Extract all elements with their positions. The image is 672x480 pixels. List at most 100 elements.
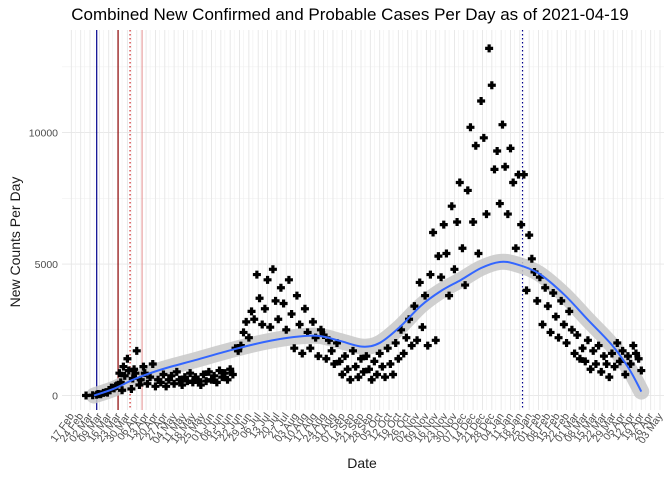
chart-title: Combined New Confirmed and Probable Case… xyxy=(71,5,629,24)
data-point xyxy=(324,336,333,345)
data-point xyxy=(389,370,398,379)
data-point xyxy=(298,349,307,358)
data-point xyxy=(415,278,424,287)
data-point xyxy=(348,346,357,355)
data-point xyxy=(123,354,132,363)
data-point xyxy=(626,359,635,368)
data-point xyxy=(365,365,374,374)
data-point xyxy=(557,296,566,305)
data-point xyxy=(268,265,277,274)
data-point xyxy=(445,291,454,300)
data-point xyxy=(170,379,179,388)
data-point xyxy=(356,354,365,363)
data-point xyxy=(271,296,280,305)
data-point xyxy=(112,381,121,390)
data-point xyxy=(474,249,483,258)
data-point xyxy=(210,371,219,380)
data-point xyxy=(178,381,187,390)
data-point xyxy=(194,375,203,384)
y-tick-label: 0 xyxy=(52,391,58,403)
data-point xyxy=(378,362,387,371)
data-point xyxy=(570,349,579,358)
data-point xyxy=(260,304,269,313)
data-point xyxy=(143,379,152,388)
data-point xyxy=(220,369,229,378)
data-point xyxy=(517,220,526,229)
data-point xyxy=(292,291,301,300)
data-point xyxy=(128,374,137,383)
data-point xyxy=(132,346,141,355)
data-point xyxy=(115,369,124,378)
data-point xyxy=(188,378,197,387)
data-point xyxy=(567,325,576,334)
data-point xyxy=(199,370,208,379)
data-point xyxy=(88,391,97,400)
data-point xyxy=(316,325,325,334)
data-point xyxy=(266,323,275,332)
data-point xyxy=(503,210,512,219)
y-tick-label: 10000 xyxy=(29,128,58,140)
data-point xyxy=(581,357,590,366)
data-point xyxy=(244,333,253,342)
data-point xyxy=(351,362,360,371)
data-point xyxy=(346,375,355,384)
data-point xyxy=(559,320,568,329)
data-point xyxy=(551,312,560,321)
data-point xyxy=(402,333,411,342)
data-point xyxy=(597,367,606,376)
data-point xyxy=(370,357,379,366)
data-point xyxy=(450,265,459,274)
data-point xyxy=(116,378,125,387)
data-point xyxy=(533,296,542,305)
data-point xyxy=(308,317,317,326)
data-point xyxy=(525,231,534,240)
data-point xyxy=(543,302,552,311)
data-point xyxy=(434,252,443,261)
data-point xyxy=(466,123,475,132)
data-point xyxy=(282,325,291,334)
data-point xyxy=(554,333,563,342)
data-point xyxy=(207,375,216,384)
data-point xyxy=(471,141,480,150)
data-point xyxy=(386,359,395,368)
data-point xyxy=(159,370,168,379)
data-point xyxy=(538,320,547,329)
data-point xyxy=(405,315,414,324)
data-point xyxy=(131,369,140,378)
data-point xyxy=(487,81,496,90)
data-point xyxy=(139,362,148,371)
data-point xyxy=(519,170,528,179)
data-point xyxy=(82,391,91,400)
data-point xyxy=(501,162,510,171)
data-point xyxy=(274,315,283,324)
data-point xyxy=(591,359,600,368)
data-point xyxy=(594,341,603,350)
data-point xyxy=(279,299,288,308)
data-point xyxy=(343,365,352,374)
data-point xyxy=(431,336,440,345)
data-point xyxy=(242,317,251,326)
data-point xyxy=(239,328,248,337)
y-axis-ticks: 0 5000 10000 xyxy=(29,128,58,403)
data-point xyxy=(602,359,611,368)
data-point xyxy=(228,370,237,379)
reference-lines xyxy=(96,30,524,410)
data-point xyxy=(306,344,315,353)
data-point xyxy=(565,307,574,316)
data-point xyxy=(167,371,176,380)
data-point xyxy=(618,346,627,355)
data-point xyxy=(120,371,129,380)
data-point xyxy=(338,370,347,379)
data-point xyxy=(615,357,624,366)
data-point xyxy=(335,357,344,366)
data-point xyxy=(215,366,224,375)
data-point xyxy=(103,388,112,397)
data-point xyxy=(146,373,155,382)
data-point xyxy=(423,341,432,350)
data-point xyxy=(148,359,157,368)
data-point xyxy=(180,373,189,382)
data-point xyxy=(218,373,227,382)
data-point xyxy=(154,375,163,384)
y-axis-title: New Counts Per Day xyxy=(7,177,23,308)
data-point xyxy=(589,346,598,355)
